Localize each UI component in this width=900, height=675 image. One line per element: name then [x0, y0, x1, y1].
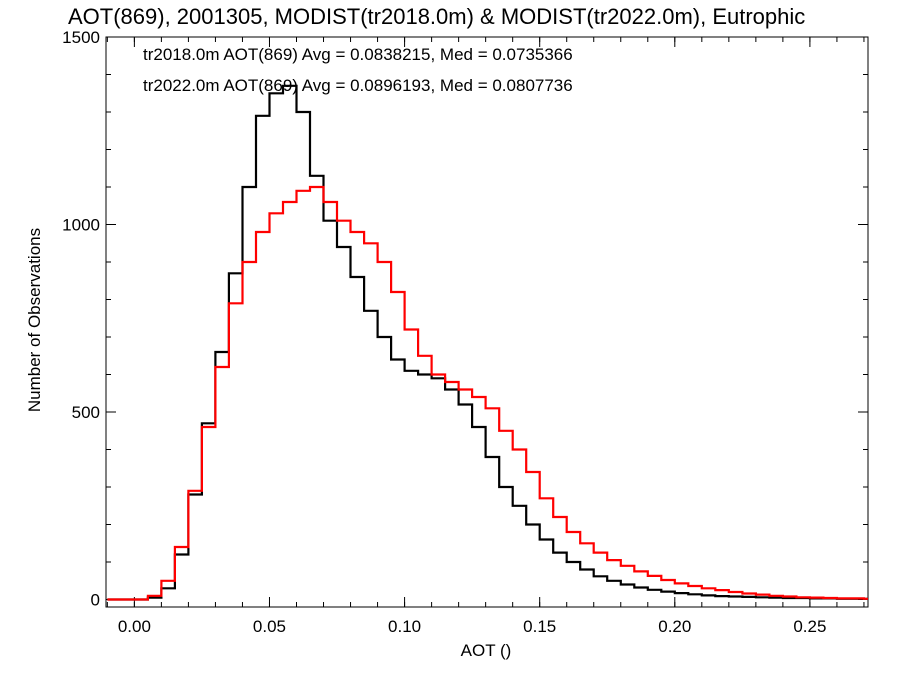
y-tick-label: 1500: [62, 28, 100, 47]
legend-stats-tr2018: tr2018.0m AOT(869) Avg = 0.0838215, Med …: [143, 45, 573, 64]
x-tick-label: 0.25: [793, 617, 826, 636]
series-line-tr2018: [107, 84, 868, 601]
y-tick-label: 0: [91, 591, 100, 610]
chart-title: AOT(869), 2001305, MODIST(tr2018.0m) & M…: [68, 4, 805, 29]
x-axis-label: AOT (): [461, 641, 512, 660]
x-tick-label: 0.00: [118, 617, 151, 636]
x-tick-label: 0.05: [253, 617, 286, 636]
legend-stats-tr2022: tr2022.0m AOT(869) Avg = 0.0896193, Med …: [143, 76, 573, 95]
x-tick-label: 0.20: [658, 617, 691, 636]
x-tick-label: 0.15: [523, 617, 556, 636]
x-tick-label: 0.10: [388, 617, 421, 636]
y-tick-label: 500: [72, 403, 100, 422]
plot-frame: [105, 36, 869, 608]
series-line-tr2022: [107, 185, 868, 601]
y-axis-label: Number of Observations: [25, 228, 44, 412]
plot-area: 0.00 0.05 0.10 0.15 0.20 0.25 0 500 1000 1500: [62, 28, 869, 636]
y-tick-label: 1000: [62, 216, 100, 235]
